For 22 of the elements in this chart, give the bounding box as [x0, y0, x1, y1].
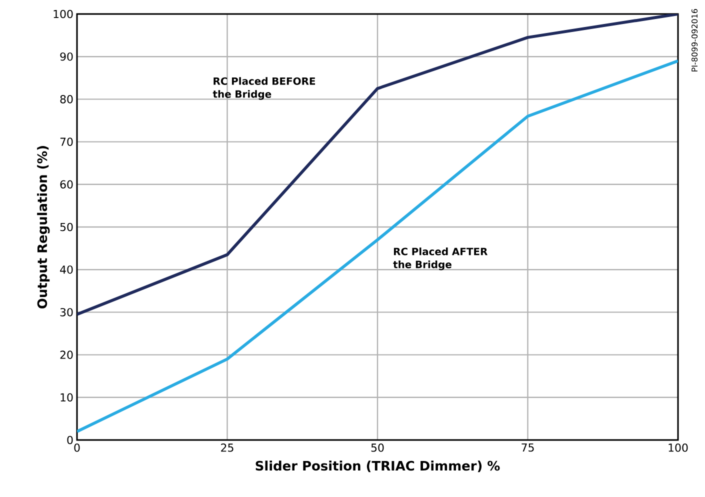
y-tick-label: 70 — [60, 138, 73, 146]
y-tick-label: 100 — [54, 10, 73, 18]
y-tick-label: 40 — [60, 265, 73, 274]
x-tick-label: 50 — [371, 444, 384, 452]
line-series — [77, 59, 678, 433]
y-axis-title: Output Regulation (%) — [37, 146, 50, 308]
x-tick-label: 25 — [221, 444, 234, 452]
annotation: RC Placed BEFORE the Bridge — [212, 77, 316, 100]
y-tick-label: 60 — [60, 180, 73, 189]
y-tick-label: 10 — [60, 393, 73, 402]
line-series — [77, 14, 678, 316]
y-tick-label: 80 — [60, 95, 73, 104]
y-tick-label: 0 — [67, 436, 73, 444]
y-tick-label: 20 — [60, 350, 73, 359]
x-axis-title: Slider Position (TRIAC Dimmer) % — [256, 460, 500, 472]
y-tick-label: 30 — [60, 308, 73, 316]
y-tick-label: 50 — [60, 222, 73, 232]
x-tick-label: 0 — [74, 444, 80, 452]
y-tick-label: 90 — [60, 52, 73, 61]
x-tick-label: 100 — [668, 444, 688, 452]
x-tick-label: 75 — [522, 444, 534, 452]
annotation: RC Placed AFTER the Bridge — [393, 248, 488, 270]
